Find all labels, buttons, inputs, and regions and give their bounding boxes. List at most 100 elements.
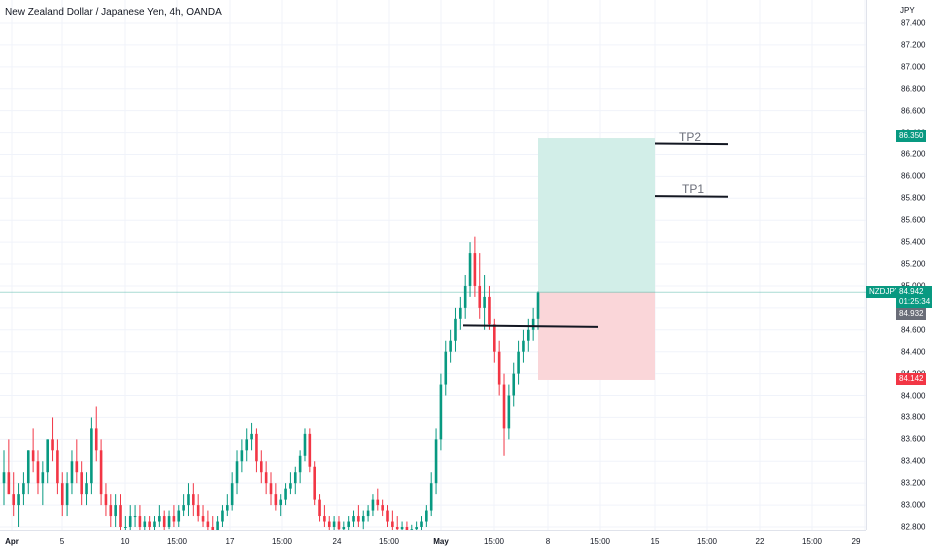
candle xyxy=(361,510,365,530)
candle-body xyxy=(308,433,312,467)
price-axis[interactable]: 87.40087.20087.00086.80086.60086.40086.2… xyxy=(866,0,932,532)
candle xyxy=(153,516,156,530)
candle-body xyxy=(391,521,394,527)
candle-body xyxy=(17,494,20,506)
candle xyxy=(327,516,331,530)
price-tick: 85.400 xyxy=(901,237,926,247)
candle-body xyxy=(352,516,355,522)
time-axis[interactable]: Apr 5 10 15:00 17 15:00 24 15:00 May 15:00 8 15:00 1… xyxy=(0,530,866,551)
candle-body xyxy=(250,433,253,440)
candle-body xyxy=(99,450,103,495)
time-tick: 15:00 xyxy=(166,537,188,546)
candle-body xyxy=(41,472,45,484)
candle-body xyxy=(51,439,54,451)
candle-body xyxy=(425,510,428,522)
price-tick: 85.000 xyxy=(901,281,925,290)
time-tick: 24 xyxy=(332,537,342,546)
candle xyxy=(128,505,132,530)
candle-body xyxy=(439,384,443,440)
candle-body xyxy=(512,373,516,396)
candle xyxy=(167,510,171,530)
candle xyxy=(468,242,472,297)
candle xyxy=(269,472,273,506)
candle xyxy=(459,296,462,330)
candle xyxy=(138,505,142,530)
loss-zone[interactable] xyxy=(538,292,655,380)
candle-body xyxy=(46,439,49,473)
time-tick: 15:00 xyxy=(589,537,611,546)
price-tick: 83.600 xyxy=(901,434,926,444)
candle-body xyxy=(60,483,64,506)
candle xyxy=(478,253,482,319)
candle-body xyxy=(497,351,501,385)
candle xyxy=(342,521,346,530)
price-tick: 85.600 xyxy=(901,215,926,225)
candle xyxy=(12,472,16,517)
candle-body xyxy=(444,351,448,385)
candle-body xyxy=(133,516,137,518)
profit-zone[interactable] xyxy=(538,138,655,293)
last-price: 84.942 xyxy=(899,287,924,296)
candle xyxy=(56,439,59,495)
candle-body xyxy=(104,494,108,506)
candle xyxy=(17,483,20,527)
candle-body xyxy=(80,472,83,495)
candle-body xyxy=(526,329,530,341)
candle-body xyxy=(415,527,418,530)
candle xyxy=(483,275,486,330)
candle xyxy=(51,417,54,462)
candle xyxy=(216,516,219,530)
candle-body xyxy=(313,466,316,500)
candle-body xyxy=(434,439,438,484)
candle xyxy=(255,428,258,473)
candle xyxy=(75,439,79,484)
candle-body xyxy=(298,455,302,473)
candle-body xyxy=(26,450,30,484)
time-tick: 15:00 xyxy=(271,537,293,546)
candle xyxy=(391,510,394,530)
candle-body xyxy=(386,510,389,522)
candle xyxy=(405,521,409,530)
candle-body xyxy=(371,499,375,511)
candle-body xyxy=(221,510,224,522)
candle-body xyxy=(468,253,472,286)
price-tick: 85.200 xyxy=(901,259,926,269)
level-line xyxy=(654,142,729,146)
candle xyxy=(512,362,516,407)
currency-label: JPY xyxy=(900,6,915,15)
candle xyxy=(245,428,249,462)
candle xyxy=(60,472,64,517)
candle xyxy=(274,483,278,511)
candle xyxy=(536,291,540,330)
drawn-levels[interactable] xyxy=(462,142,729,328)
candle-body xyxy=(167,516,171,527)
candle xyxy=(119,494,122,530)
candle-body xyxy=(124,527,127,528)
candle-body xyxy=(235,461,239,484)
candle-body xyxy=(216,521,219,530)
candle xyxy=(104,483,108,517)
price-tick: 84.000 xyxy=(901,391,926,401)
time-tick: 10 xyxy=(120,537,130,546)
candle-body xyxy=(347,521,350,527)
candle xyxy=(235,450,239,495)
candle-body xyxy=(459,307,462,319)
candle xyxy=(182,494,185,517)
candle-body xyxy=(332,521,336,527)
level-line xyxy=(654,195,729,198)
candle xyxy=(94,406,98,462)
candle xyxy=(230,472,234,511)
candle-body xyxy=(279,499,283,506)
candle-body xyxy=(289,483,292,489)
candlestick-chart[interactable]: TP2 TP1 xyxy=(0,0,866,530)
candle-body xyxy=(255,433,258,462)
price-tick: 86.800 xyxy=(901,84,926,94)
candle xyxy=(371,494,375,517)
bid-price-badge: 84.932 xyxy=(896,308,927,320)
candle xyxy=(201,505,205,527)
price-tick: 83.000 xyxy=(901,500,926,510)
candle xyxy=(133,505,137,527)
candle-body xyxy=(400,527,404,530)
candle xyxy=(7,439,11,495)
